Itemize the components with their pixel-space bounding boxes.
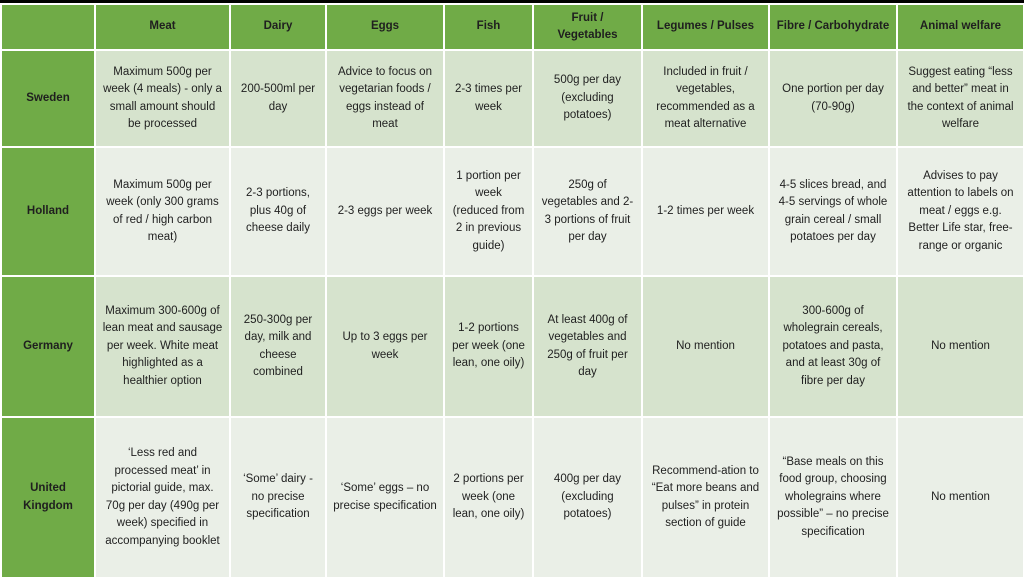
cell-fish: 2-3 times per week	[443, 49, 534, 148]
cell-fish: 2 portions per week (one lean, one oily)	[443, 416, 534, 579]
dietary-guidelines-table: Meat Dairy Eggs Fish Fruit / Vegetables …	[0, 3, 1024, 579]
cell-legumes-pulses: Included in fruit / vegetables, recommen…	[641, 49, 770, 148]
row-header-country: Sweden	[0, 49, 96, 148]
cell-meat: ‘Less red and processed meat’ in pictori…	[94, 416, 231, 579]
col-header-legumes-pulses: Legumes / Pulses	[641, 3, 770, 51]
cell-fibre-carbohydrate: 4-5 slices bread, and 4-5 servings of wh…	[768, 146, 898, 277]
top-border	[0, 0, 1024, 3]
row-header-country: Holland	[0, 146, 96, 277]
cell-fruit-vegetables: 250g of vegetables and 2-3 portions of f…	[532, 146, 643, 277]
col-header-eggs: Eggs	[325, 3, 445, 51]
cell-animal-welfare: No mention	[896, 416, 1024, 579]
cell-fish: 1-2 portions per week (one lean, one oil…	[443, 275, 534, 418]
cell-fruit-vegetables: 500g per day (excluding potatoes)	[532, 49, 643, 148]
cell-fruit-vegetables: At least 400g of vegetables and 250g of …	[532, 275, 643, 418]
col-header-fish: Fish	[443, 3, 534, 51]
row-header-country: United Kingdom	[0, 416, 96, 579]
cell-dairy: ‘Some’ dairy - no precise specification	[229, 416, 327, 579]
row-header-country: Germany	[0, 275, 96, 418]
cell-legumes-pulses: 1-2 times per week	[641, 146, 770, 277]
cell-dairy: 2-3 portions, plus 40g of cheese daily	[229, 146, 327, 277]
cell-animal-welfare: Advises to pay attention to labels on me…	[896, 146, 1024, 277]
cell-eggs: 2-3 eggs per week	[325, 146, 445, 277]
col-header-meat: Meat	[94, 3, 231, 51]
cell-dairy: 200-500ml per day	[229, 49, 327, 148]
col-header-fibre-carbohydrate: Fibre / Carbohydrate	[768, 3, 898, 51]
cell-eggs: Up to 3 eggs per week	[325, 275, 445, 418]
cell-animal-welfare: Suggest eating “less and better” meat in…	[896, 49, 1024, 148]
table-row-germany: Germany Maximum 300-600g of lean meat an…	[0, 275, 1024, 418]
table-row-holland: Holland Maximum 500g per week (only 300 …	[0, 146, 1024, 277]
cell-eggs: ‘Some’ eggs – no precise specification	[325, 416, 445, 579]
cell-fibre-carbohydrate: 300-600g of wholegrain cereals, potatoes…	[768, 275, 898, 418]
cell-legumes-pulses: No mention	[641, 275, 770, 418]
cell-eggs: Advice to focus on vegetarian foods / eg…	[325, 49, 445, 148]
col-header-animal-welfare: Animal welfare	[896, 3, 1024, 51]
corner-cell	[0, 3, 96, 51]
cell-animal-welfare: No mention	[896, 275, 1024, 418]
cell-fibre-carbohydrate: One portion per day (70-90g)	[768, 49, 898, 148]
cell-fibre-carbohydrate: “Base meals on this food group, choosing…	[768, 416, 898, 579]
table-row-sweden: Sweden Maximum 500g per week (4 meals) -…	[0, 49, 1024, 148]
cell-meat: Maximum 500g per week (4 meals) - only a…	[94, 49, 231, 148]
cell-meat: Maximum 500g per week (only 300 grams of…	[94, 146, 231, 277]
cell-legumes-pulses: Recommend-ation to “Eat more beans and p…	[641, 416, 770, 579]
col-header-fruit-vegetables: Fruit / Vegetables	[532, 3, 643, 51]
cell-meat: Maximum 300-600g of lean meat and sausag…	[94, 275, 231, 418]
cell-fish: 1 portion per week (reduced from 2 in pr…	[443, 146, 534, 277]
cell-fruit-vegetables: 400g per day (excluding potatoes)	[532, 416, 643, 579]
col-header-dairy: Dairy	[229, 3, 327, 51]
header-row: Meat Dairy Eggs Fish Fruit / Vegetables …	[0, 3, 1024, 51]
table-row-united-kingdom: United Kingdom ‘Less red and processed m…	[0, 416, 1024, 579]
cell-dairy: 250-300g per day, milk and cheese combin…	[229, 275, 327, 418]
